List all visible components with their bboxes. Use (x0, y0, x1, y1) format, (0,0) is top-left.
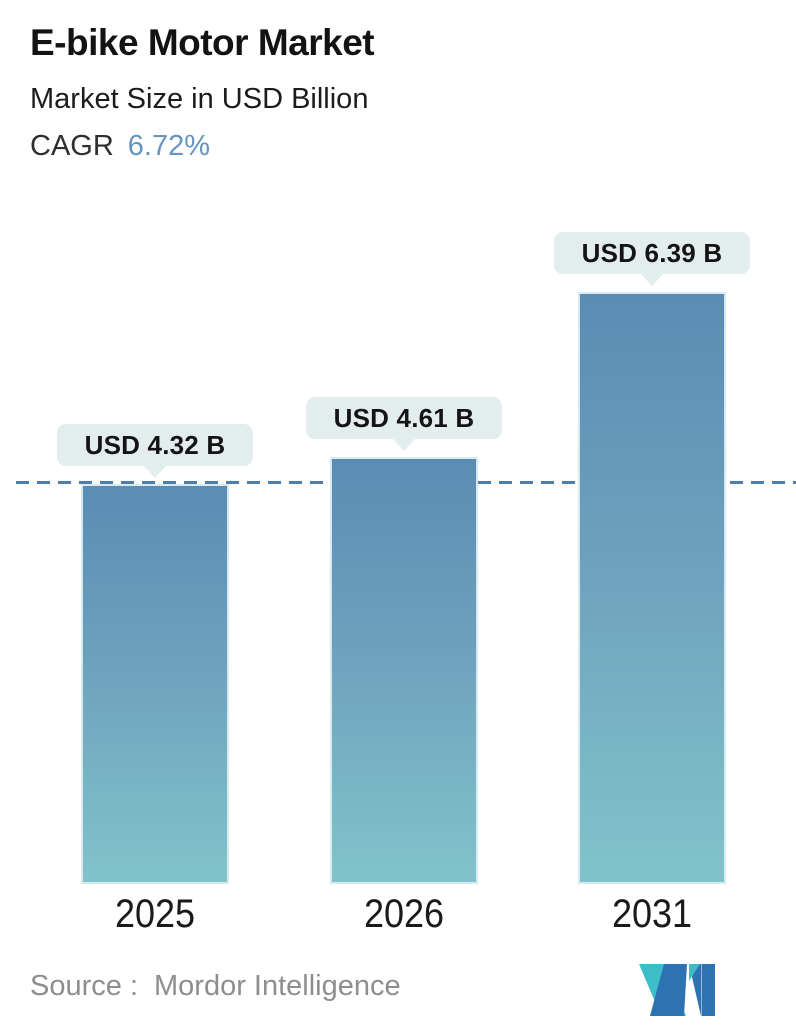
source-value: Mordor Intelligence (154, 970, 401, 1002)
chart-subtitle: Market Size in USD Billion (30, 82, 369, 115)
value-label: USD 6.39 B (581, 237, 723, 268)
bar (330, 457, 478, 884)
mordor-intelligence-logo (639, 964, 715, 1016)
chart-footer: Source : Mordor Intelligence (0, 964, 796, 1034)
value-bubble: USD 4.32 B (57, 424, 253, 466)
year-label: 2026 (363, 892, 445, 936)
cagr-value: 6.72% (127, 129, 211, 162)
source-label: Source : (30, 970, 138, 1002)
source-line: Source : Mordor Intelligence (30, 970, 401, 1003)
value-bubble: USD 4.61 B (306, 397, 502, 439)
year-label: 2025 (114, 892, 196, 936)
bar (578, 292, 726, 884)
chart-header: E-bike Motor Market Market Size in USD B… (30, 22, 375, 163)
cagr-row: CAGR 6.72% (30, 130, 374, 163)
value-bubble: USD 6.39 B (554, 232, 750, 274)
value-label: USD 4.61 B (333, 402, 475, 433)
year-label: 2031 (611, 892, 693, 936)
chart-title: E-bike Motor Market (30, 22, 375, 63)
value-label: USD 4.32 B (84, 429, 226, 460)
bar (81, 484, 229, 884)
cagr-label: CAGR (30, 129, 114, 162)
